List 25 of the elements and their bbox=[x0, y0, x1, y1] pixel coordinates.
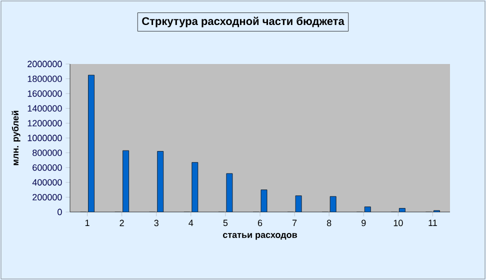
x-tick-label: 6 bbox=[258, 220, 262, 226]
y-tick-label: 600000 bbox=[32, 164, 62, 171]
y-tick-label: 1200000 bbox=[28, 120, 62, 126]
x-tick-label: 3 bbox=[154, 220, 158, 226]
y-tick-label: 400000 bbox=[32, 179, 62, 186]
y-tick-label: 1800000 bbox=[28, 76, 62, 82]
x-tick-label: 8 bbox=[326, 220, 332, 226]
x-tick-label: 4 bbox=[188, 220, 194, 226]
x-tick-label: 5 bbox=[223, 220, 228, 226]
x-tick-label: 11 bbox=[428, 220, 437, 226]
y-tick-label: 800000 bbox=[32, 150, 62, 156]
y-tick-label: 1400000 bbox=[28, 105, 62, 112]
y-tick-label: 1000000 bbox=[28, 134, 62, 142]
y-tick-label: 1600000 bbox=[28, 90, 62, 97]
y-tick-label: 200000 bbox=[32, 194, 62, 200]
y-axis-title: млн. рублей bbox=[12, 110, 20, 166]
y-tick-label: 2000000 bbox=[28, 60, 62, 68]
x-tick-label: 7 bbox=[292, 220, 297, 226]
x-tick-label: 2 bbox=[120, 220, 124, 226]
y-tick-label: 0 bbox=[58, 208, 62, 216]
x-tick-label: 9 bbox=[362, 220, 366, 226]
chart-title: Стркутура расходной части бюджета bbox=[142, 16, 344, 28]
x-tick-label: 10 bbox=[394, 220, 403, 226]
x-tick-label: 1 bbox=[85, 220, 90, 226]
x-axis-title: статьи расходов bbox=[223, 233, 297, 240]
